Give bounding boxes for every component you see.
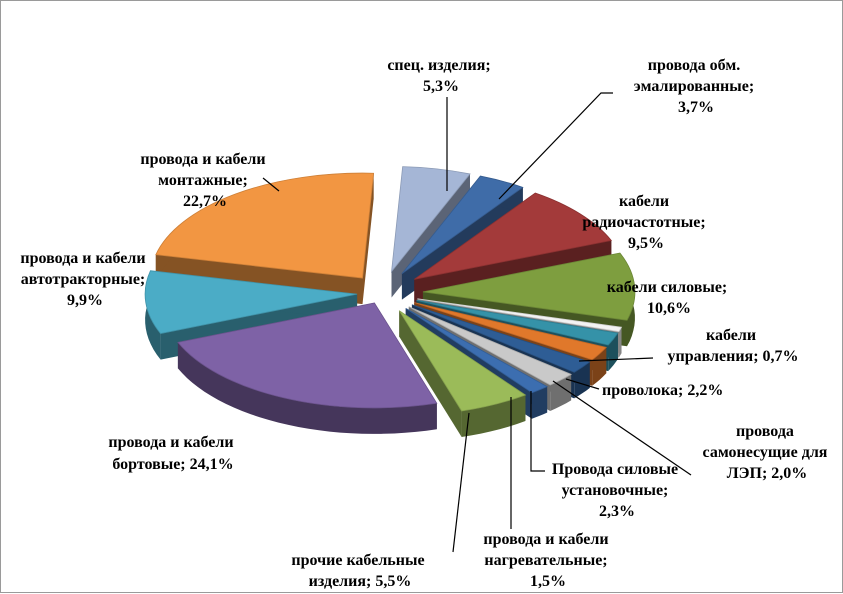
leader-lines bbox=[262, 92, 692, 553]
slice-labels: спец. изделия; 5,3% провода обм. эмалиро… bbox=[20, 57, 832, 590]
slice-top bbox=[405, 307, 549, 394]
label-prov: проволока; 2,2% bbox=[602, 382, 723, 399]
pie-slices bbox=[144, 166, 636, 438]
slice-rim bbox=[531, 386, 548, 419]
label-sil: кабели силовые; 10,6% bbox=[607, 279, 732, 317]
label-avto: провода и кабели автотракторные; 9,9% bbox=[20, 250, 149, 309]
leader-obm bbox=[498, 92, 613, 200]
slice-rim bbox=[550, 374, 572, 411]
pie-slice bbox=[177, 302, 438, 434]
label-samo: провода самонесущие для ЛЭП; 2,0% bbox=[703, 423, 832, 482]
slice-top bbox=[401, 175, 524, 274]
slice-top bbox=[391, 166, 471, 273]
slice-top bbox=[408, 306, 572, 386]
slice-rim bbox=[461, 395, 526, 437]
slice-rim bbox=[574, 362, 590, 399]
leader-proch bbox=[452, 412, 470, 553]
slice-top bbox=[422, 252, 636, 321]
slice-top bbox=[417, 298, 623, 332]
slice-top bbox=[416, 299, 619, 346]
label-obm: провода обм. эмалированные; 3,7% bbox=[634, 57, 758, 116]
label-ust: Провода силовые установочные; 2,3% bbox=[552, 461, 682, 520]
label-spec: спец. изделия; 5,3% bbox=[387, 57, 494, 95]
slice-side bbox=[362, 173, 374, 305]
slice-top bbox=[398, 310, 527, 412]
slice-top bbox=[414, 192, 613, 280]
slice-top bbox=[144, 270, 358, 335]
label-nagr: провода и кабели нагревательные; 1,5% bbox=[483, 531, 612, 590]
label-bort: провода и кабели бортовые; 24,1% bbox=[108, 434, 237, 473]
leader-samo bbox=[552, 380, 692, 476]
slice-top bbox=[177, 302, 438, 409]
pie-slice bbox=[398, 310, 527, 438]
leader-upr bbox=[578, 357, 654, 362]
label-radio: кабели радиочастотные; 9,5% bbox=[582, 193, 709, 252]
label-upr: кабели управления; 0,7% bbox=[667, 327, 798, 365]
slice-top bbox=[411, 304, 591, 373]
slice-side bbox=[399, 310, 462, 438]
slice-top bbox=[414, 302, 607, 361]
label-mont: провода и кабели монтажные; 22,7% bbox=[140, 151, 269, 210]
label-proch: прочие кабельные изделия; 5,5% bbox=[291, 552, 428, 590]
slice-top bbox=[155, 172, 375, 279]
leader-mont bbox=[262, 177, 280, 192]
slice-rim bbox=[618, 327, 622, 358]
leader-prov bbox=[565, 378, 600, 390]
slice-rim bbox=[592, 347, 607, 386]
leader-ust bbox=[530, 391, 545, 472]
slice-rim bbox=[177, 342, 437, 434]
